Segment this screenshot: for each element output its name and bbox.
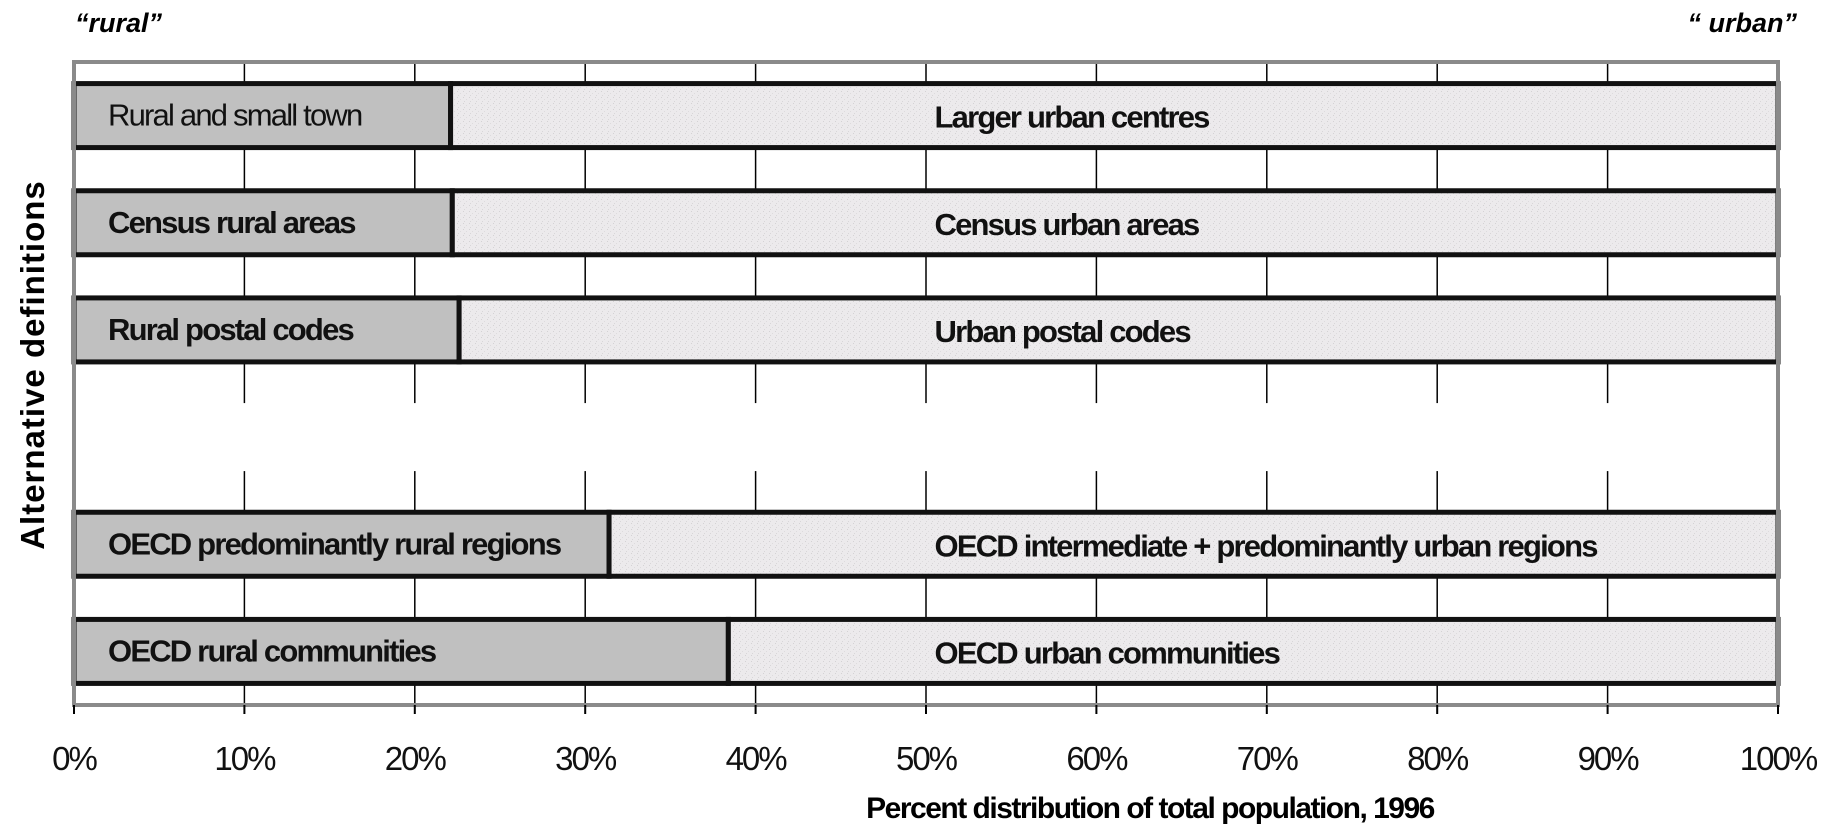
empty-row [74,403,1778,472]
rural-segment-label: Rural and small town [108,98,362,133]
rural-segment-label: OECD rural communities [108,633,436,668]
x-tick-label: 20% [385,740,447,777]
urban-corner-label: “ urban” [1687,8,1797,38]
gridlines [243,62,1609,705]
x-tick-label: 0% [52,740,97,777]
urban-bar-segment [606,509,1781,579]
x-tick-label: 70% [1237,740,1299,777]
urban-segment-label: Census urban areas [935,207,1200,242]
x-tick-label: 30% [555,740,617,777]
rural-bar-segment [71,616,731,686]
x-tick-label: 90% [1578,740,1640,777]
urban-bar-segment [449,188,1781,258]
urban-segment-label: OECD intermediate + predominantly urban … [935,528,1598,563]
x-tick-label: 10% [214,740,276,777]
x-tick-label: 100% [1740,740,1818,777]
y-axis-label: Alternative definitions [14,180,51,550]
x-tick-label: 80% [1407,740,1469,777]
rural-segment-label: Rural postal codes [108,312,354,347]
rural-bar-segment [71,188,455,258]
x-axis-label: Percent distribution of total population… [866,792,1435,825]
urban-bar-segment [725,616,1781,686]
urban-segment-label: Urban postal codes [935,314,1191,349]
x-axis: 0% 10% 20% 30% 40% 50% 60% 70% 80% 90% 100% [52,705,1820,777]
x-tick-label: 40% [726,740,788,777]
rural-segment-label: OECD predominantly rural regions [108,526,561,561]
rural-corner-label: “rural” [75,8,163,38]
x-tick-label: 60% [1066,740,1128,777]
x-tick-label: 50% [896,740,958,777]
urban-segment-label: OECD urban communities [935,635,1280,670]
urban-segment-label: Larger urban centres [935,100,1210,135]
rural-segment-label: Census rural areas [108,205,355,240]
